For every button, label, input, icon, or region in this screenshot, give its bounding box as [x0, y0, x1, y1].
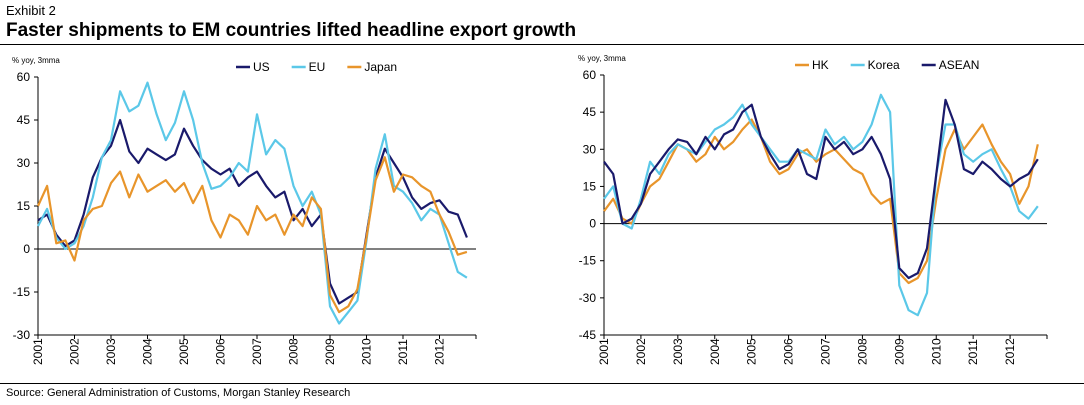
x-tick-label: 2009	[892, 338, 906, 365]
legend-label-japan: Japan	[364, 60, 397, 74]
x-tick-label: 2005	[745, 338, 759, 365]
x-tick-label: 2003	[104, 338, 118, 365]
page-title: Faster shipments to EM countries lifted …	[6, 20, 577, 41]
y-tick-label: 0	[589, 217, 596, 231]
series-line-asean	[603, 98, 1039, 280]
y-tick-label: 0	[23, 242, 30, 256]
y-tick-label: 45	[17, 113, 31, 127]
x-tick-label: 2002	[68, 338, 82, 365]
exhibit-label: Exhibit 2	[6, 3, 56, 18]
y-axis-label: % yoy, 3mma	[12, 56, 60, 65]
legend-label-eu: EU	[309, 60, 326, 74]
x-tick-label: 2011	[396, 339, 410, 365]
x-tick-label: 2012	[1003, 338, 1017, 365]
legend-label-korea: Korea	[868, 58, 900, 72]
y-tick-label: -15	[579, 254, 597, 268]
x-tick-label: 2007	[250, 338, 264, 365]
x-tick-label: 2011	[966, 339, 980, 365]
y-tick-label: 30	[17, 156, 31, 170]
x-tick-label: 2009	[323, 338, 337, 365]
y-tick-label: 30	[583, 142, 597, 156]
right-chart: % yoy, 3mma -45 -30 -15 0 15 30 45 60 2001 2002 200…	[578, 54, 1048, 365]
source-note: Source: General Administration of Custom…	[6, 387, 351, 399]
y-tick-label: 45	[583, 105, 597, 119]
x-tick-label: 2008	[855, 338, 869, 365]
y-tick-label: -30	[579, 291, 597, 305]
left-chart: % yoy, 3mma -30 -15 0 15 30 45 60 2001 2002 2003 20…	[12, 56, 477, 365]
series-line-japan	[36, 156, 468, 314]
x-tick-label: 2004	[708, 338, 722, 365]
bottom-divider	[0, 383, 1084, 384]
x-tick-label: 2002	[634, 338, 648, 365]
x-tick-label: 2006	[214, 338, 228, 365]
x-tick-label: 2010	[929, 338, 943, 365]
legend-label-asean: ASEAN	[939, 58, 980, 72]
x-tick-label: 2004	[141, 338, 155, 365]
y-tick-label: 60	[17, 70, 31, 84]
y-tick-label: 15	[583, 179, 597, 193]
y-tick-label: -30	[13, 328, 31, 342]
y-tick-label: 15	[17, 199, 31, 213]
series-line-us	[37, 118, 468, 305]
x-tick-label: 2003	[671, 338, 685, 365]
y-axis-label: % yoy, 3mma	[578, 54, 626, 63]
x-tick-label: 2008	[287, 338, 301, 365]
legend-label-hk: HK	[812, 58, 829, 72]
top-divider	[0, 44, 1084, 45]
x-tick-label: 2005	[177, 338, 191, 365]
y-tick-label: -45	[579, 328, 597, 342]
series-line-korea	[603, 93, 1039, 317]
x-tick-label: 2010	[360, 338, 374, 365]
x-tick-label: 2001	[31, 338, 45, 365]
x-tick-label: 2007	[819, 338, 833, 365]
y-tick-label: 60	[583, 68, 597, 82]
x-tick-label: 2012	[433, 338, 447, 365]
y-tick-label: -15	[13, 285, 31, 299]
legend-label-us: US	[253, 60, 270, 74]
x-tick-label: 2001	[597, 338, 611, 365]
x-tick-label: 2006	[782, 338, 796, 365]
